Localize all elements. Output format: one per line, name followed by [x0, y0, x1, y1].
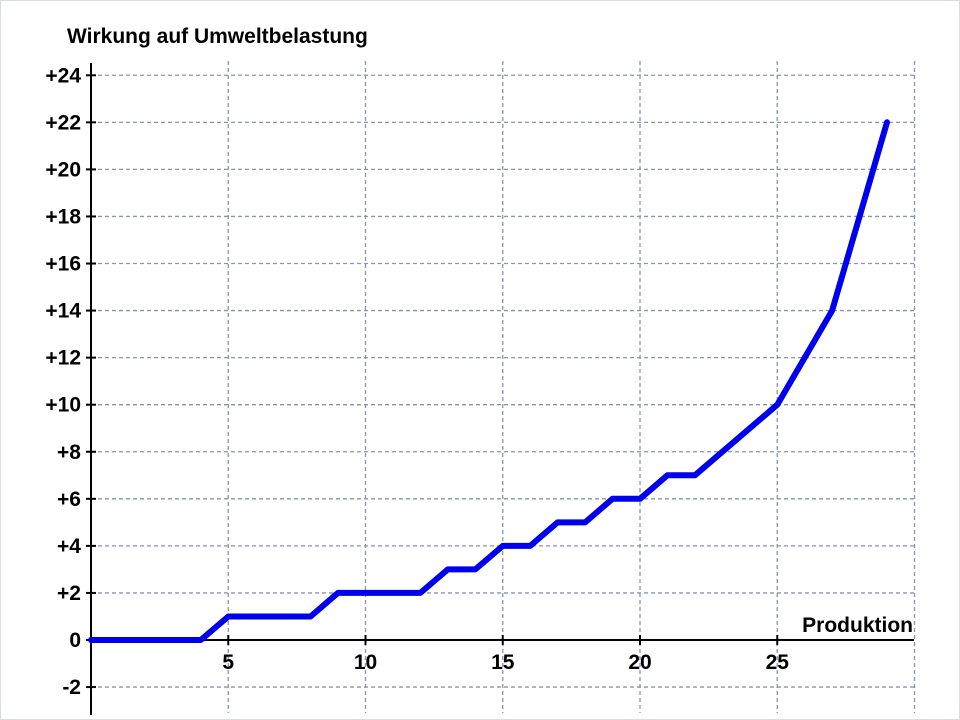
x-tick-label: 20 — [628, 651, 651, 674]
y-tick-label: +22 — [45, 111, 81, 134]
series-line — [88, 119, 890, 643]
y-tick-label: +6 — [57, 488, 81, 511]
x-tick-label: 5 — [222, 651, 234, 674]
y-tick-label: +16 — [45, 253, 81, 276]
x-axis-title: Produktion — [802, 614, 913, 637]
x-tick-label: 15 — [491, 651, 515, 674]
y-tick-label: +8 — [57, 441, 81, 464]
tick-labels: +24+22+20+18+16+14+12+10+8+6+4+20-25 10 15… — [45, 64, 789, 699]
y-axis-title: Wirkung auf Umweltbelastung — [67, 25, 368, 48]
y-tick-label: +18 — [45, 205, 81, 228]
y-tick-label: +20 — [45, 158, 81, 181]
y-tick-label: +12 — [45, 347, 81, 370]
y-tick-label: +2 — [57, 582, 81, 605]
grid-lines — [91, 61, 916, 713]
y-tick-label: -2 — [62, 676, 81, 699]
axes — [86, 63, 914, 715]
x-tick-label: 10 — [354, 651, 377, 674]
y-tick-label: 0 — [69, 629, 81, 652]
series-layer — [88, 119, 890, 643]
y-tick-label: +24 — [45, 64, 81, 87]
y-tick-label: +4 — [57, 535, 81, 558]
y-tick-label: +10 — [45, 394, 81, 417]
x-tick-label: 25 — [766, 651, 790, 674]
y-tick-label: +14 — [45, 300, 81, 323]
